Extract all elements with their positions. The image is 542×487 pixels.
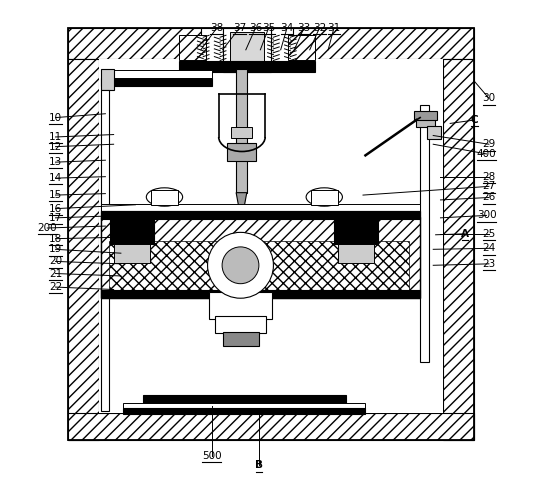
Bar <box>179 61 314 72</box>
Bar <box>271 28 293 62</box>
Text: 25: 25 <box>482 229 495 239</box>
Bar <box>414 112 437 120</box>
Text: 21: 21 <box>49 268 62 279</box>
Bar <box>101 210 420 217</box>
Text: 12: 12 <box>49 142 62 151</box>
Text: 37: 37 <box>233 23 246 33</box>
Bar <box>68 28 474 59</box>
Text: 15: 15 <box>49 190 62 200</box>
Bar <box>209 292 272 318</box>
Bar <box>68 28 474 440</box>
Text: 10: 10 <box>49 112 62 123</box>
Bar <box>427 126 441 139</box>
Text: 32: 32 <box>313 23 326 33</box>
Text: 36: 36 <box>249 23 262 33</box>
Bar <box>338 244 374 263</box>
Bar <box>334 219 378 244</box>
Text: 27: 27 <box>482 181 495 191</box>
Text: 24: 24 <box>482 244 495 253</box>
Bar <box>101 217 420 298</box>
Bar <box>101 70 212 78</box>
Bar <box>101 69 114 90</box>
Text: 14: 14 <box>49 173 62 183</box>
Bar <box>101 78 212 86</box>
Text: 500: 500 <box>202 450 222 461</box>
Bar <box>101 290 420 298</box>
Bar <box>101 217 420 298</box>
Bar <box>101 90 109 411</box>
Bar <box>143 394 346 404</box>
Text: 18: 18 <box>49 234 62 244</box>
Circle shape <box>222 247 259 284</box>
Text: 22: 22 <box>49 282 62 292</box>
Bar <box>151 190 178 205</box>
Text: 23: 23 <box>482 259 495 269</box>
Bar <box>109 241 409 292</box>
Text: 38: 38 <box>210 23 223 33</box>
Circle shape <box>208 232 273 298</box>
Text: A: A <box>461 229 469 239</box>
Bar <box>99 59 443 413</box>
Bar <box>68 59 99 440</box>
Text: B: B <box>255 460 263 470</box>
Bar <box>311 190 338 205</box>
Polygon shape <box>236 193 247 222</box>
Text: 34: 34 <box>280 23 294 33</box>
Bar <box>236 69 247 193</box>
Text: 17: 17 <box>49 213 62 223</box>
Text: 35: 35 <box>262 23 275 33</box>
Bar <box>443 59 474 440</box>
Bar <box>228 143 256 161</box>
Text: 11: 11 <box>49 132 62 142</box>
Text: 200: 200 <box>37 223 57 233</box>
Text: 20: 20 <box>49 257 62 266</box>
Text: 13: 13 <box>49 157 62 167</box>
Text: 19: 19 <box>49 244 62 254</box>
Text: 28: 28 <box>482 172 495 182</box>
Bar <box>124 403 365 409</box>
Text: 16: 16 <box>49 204 62 214</box>
Bar <box>215 316 266 333</box>
Text: C: C <box>470 115 478 125</box>
Text: 26: 26 <box>482 192 495 203</box>
Text: 29: 29 <box>482 139 495 149</box>
Bar <box>420 106 429 362</box>
Ellipse shape <box>306 188 343 206</box>
Bar <box>223 28 271 72</box>
Text: 400: 400 <box>476 149 496 159</box>
Text: 33: 33 <box>298 23 311 33</box>
Ellipse shape <box>146 188 183 206</box>
Bar <box>179 35 205 60</box>
Bar <box>114 244 150 263</box>
Text: 30: 30 <box>482 93 495 103</box>
Bar <box>101 210 420 219</box>
Bar <box>124 408 365 414</box>
Bar <box>416 112 435 127</box>
Text: 300: 300 <box>476 210 496 221</box>
Bar <box>231 127 252 138</box>
Bar <box>110 219 154 244</box>
Bar <box>230 32 264 68</box>
Bar <box>68 413 474 440</box>
Text: 31: 31 <box>327 23 340 33</box>
Bar <box>101 204 420 210</box>
Bar <box>201 28 223 62</box>
Bar <box>288 35 314 60</box>
Bar <box>223 332 259 346</box>
